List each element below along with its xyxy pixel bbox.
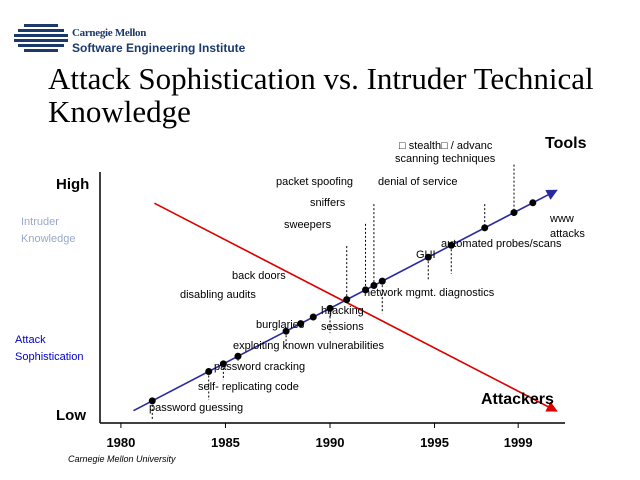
annotation-label: packet spoofing (276, 176, 353, 188)
annotation-label: self- replicating code (198, 381, 299, 393)
sophistication-point (481, 224, 489, 232)
sophistication-point (447, 241, 455, 249)
sophistication-point (219, 360, 227, 368)
logo-line-carnegie-mellon: Carnegie Mellon (72, 27, 147, 39)
side-label-intruder-knowledge: Knowledge (21, 233, 75, 245)
annotation-label: attacks (550, 228, 585, 240)
x-tick-label: 1990 (316, 435, 345, 450)
annotation-label: exploiting known vulnerabilities (233, 340, 385, 352)
sophistication-point (282, 327, 290, 335)
annotation-label: hijacking (321, 305, 364, 317)
sophistication-point (510, 209, 518, 217)
logo-line-sei: Software Engineering Institute (72, 41, 246, 55)
annotation-label: automated probes/scans (441, 238, 562, 250)
annotation-label: GUI (416, 249, 436, 261)
y-label-low: Low (56, 407, 86, 424)
sophistication-point (424, 253, 432, 261)
annotation-label: burglaries (256, 319, 305, 331)
annotation-label: □ stealth□ / advanc (399, 140, 493, 152)
side-label-attack-sophistication: Sophistication (15, 351, 84, 363)
sophistication-point (343, 296, 351, 304)
x-tick-label: 1985 (211, 435, 240, 450)
annotation-label: sniffers (310, 197, 346, 209)
annotation-label: password guessing (149, 402, 243, 414)
x-tick-label: 1980 (106, 435, 135, 450)
x-tick-label: 1999 (504, 435, 533, 450)
annotation-label: disabling audits (180, 289, 256, 301)
y-label-high: High (56, 176, 89, 193)
sophistication-point (529, 199, 537, 207)
annotation-label: network mgmt. diagnostics (364, 287, 495, 299)
legend-attackers: Attackers (481, 391, 554, 408)
sophistication-point (148, 397, 156, 405)
annotation-label: back doors (232, 270, 286, 282)
side-label-attack-sophistication: Attack (15, 334, 46, 346)
sei-logo-stripes (14, 24, 68, 52)
sophistication-point (309, 313, 317, 321)
sophistication-point (297, 320, 305, 328)
annotation-label: sweepers (284, 219, 332, 231)
series-line-intruder-knowledge (153, 202, 558, 412)
legend-tools: Tools (545, 135, 587, 152)
annotation-label: www (549, 213, 574, 225)
sophistication-point (370, 281, 378, 289)
sophistication-point (205, 367, 213, 375)
annotation-label: denial of service (378, 176, 458, 188)
slide-title: Attack Sophistication vs. Intruder Techn… (48, 61, 594, 129)
annotation-label: sessions (321, 321, 364, 333)
sophistication-point (326, 304, 334, 312)
annotation-label: scanning techniques (395, 153, 496, 165)
footer-university: Carnegie Mellon University (68, 454, 176, 464)
side-label-intruder-knowledge: Intruder (21, 216, 59, 228)
sophistication-point (234, 352, 242, 360)
sophistication-point (362, 286, 370, 294)
annotation-label: password cracking (214, 361, 305, 373)
sophistication-point (378, 277, 386, 285)
x-tick-label: 1995 (420, 435, 449, 450)
